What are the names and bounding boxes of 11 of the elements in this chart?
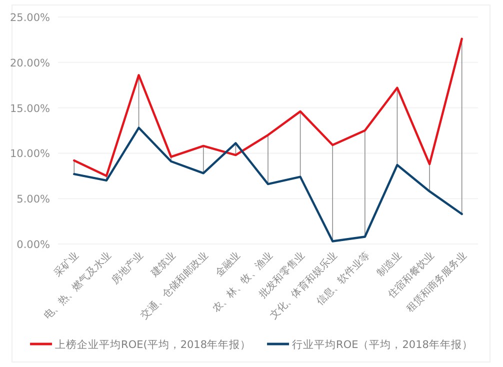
legend-label: 行业平均ROE（平均，2018年年报） — [292, 338, 473, 351]
line-series — [73, 126, 463, 242]
y-tick-label: 10.00% — [10, 148, 50, 160]
legend-label: 上榜企业平均ROE(平均，2018年年报） — [55, 338, 252, 351]
line-series — [73, 38, 463, 177]
x-tick-label: 房地产业 — [109, 250, 146, 286]
y-tick-label: 5.00% — [16, 194, 50, 206]
y-tick-label: 0.00% — [16, 239, 50, 251]
y-tick-label: 25.00% — [10, 12, 50, 24]
y-tick-label: 15.00% — [10, 102, 50, 115]
y-tick-label: 20.00% — [10, 57, 50, 70]
